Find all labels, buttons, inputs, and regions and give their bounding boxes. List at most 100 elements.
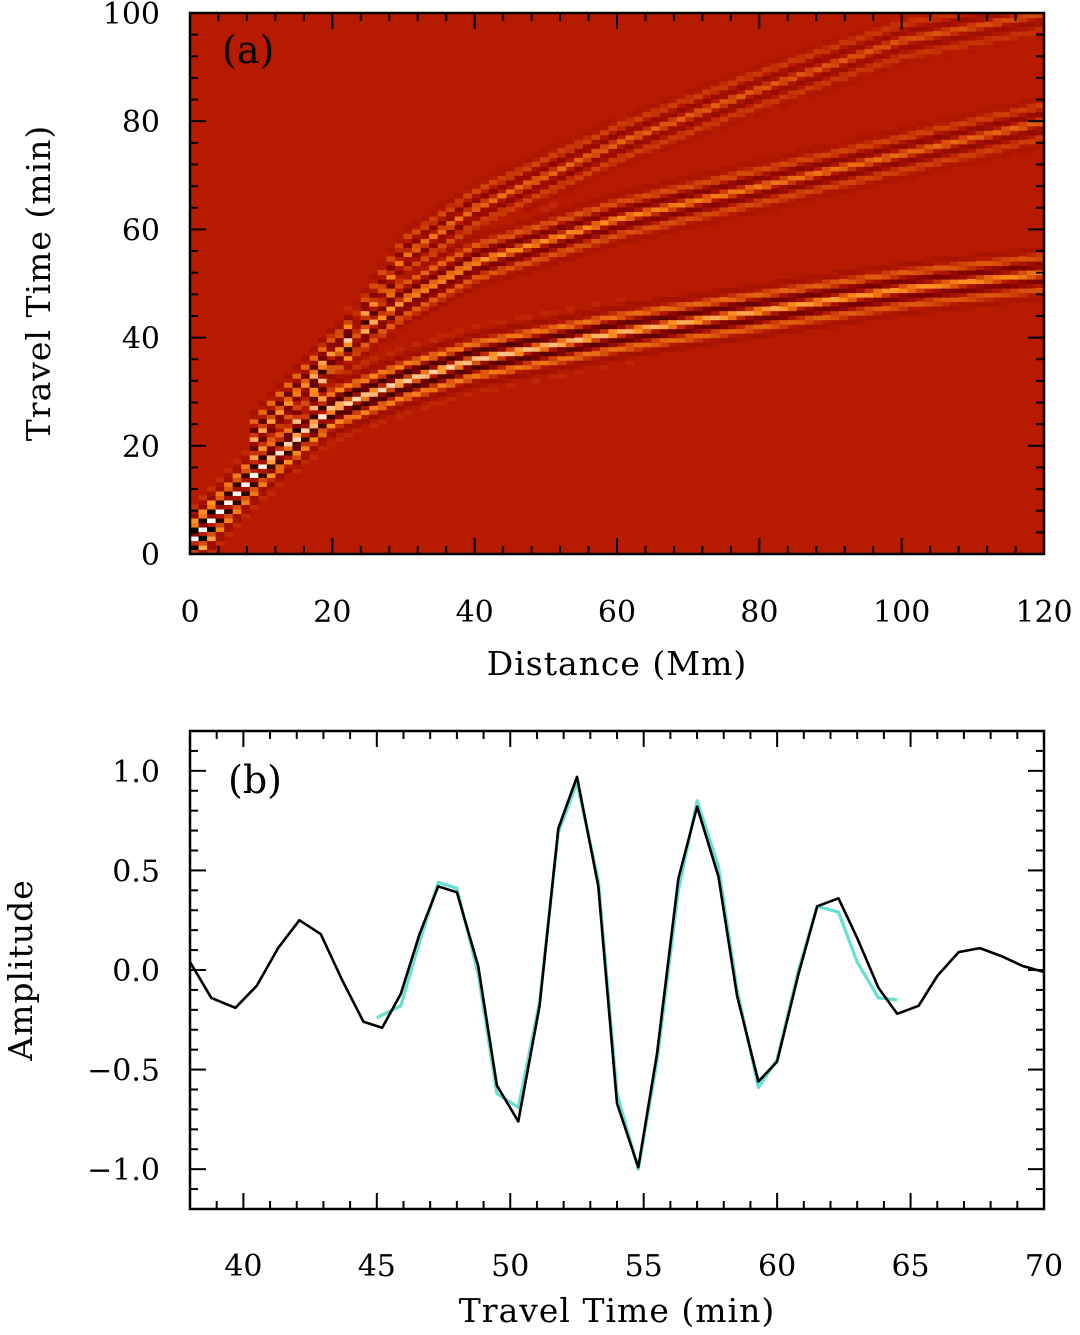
heatmap-cell [634, 351, 644, 357]
heatmap-cell [975, 301, 985, 307]
heatmap-cell [617, 148, 627, 154]
x-tick-label: 40 [456, 595, 494, 630]
heatmap-cell [856, 143, 866, 149]
heatmap-cell [984, 260, 994, 267]
heatmap-cell [514, 242, 524, 249]
heatmap-cell [762, 67, 772, 73]
heatmap-cell [224, 481, 234, 487]
heatmap-cell [232, 477, 242, 483]
heatmap-cell [403, 306, 413, 312]
heatmap-cell [975, 269, 985, 276]
heatmap-cell [745, 98, 755, 104]
heatmap-cell [540, 346, 550, 352]
heatmap-cell [1026, 139, 1037, 145]
y-tick-label: 100 [103, 0, 160, 32]
heatmap-cell [702, 342, 712, 348]
heatmap-cell [403, 274, 413, 280]
heatmap-cell [685, 130, 695, 136]
heatmap-cell [668, 202, 678, 208]
heatmap-cell [762, 288, 772, 294]
heatmap-cell [668, 328, 678, 334]
heatmap-cell [804, 53, 815, 59]
heatmap-cell [642, 220, 652, 226]
heatmap-cell [890, 315, 900, 321]
heatmap-cell [249, 441, 259, 447]
heatmap-cell [412, 391, 422, 397]
heatmap-cell [540, 193, 550, 199]
heatmap-cell [668, 193, 678, 199]
heatmap-cell [685, 112, 695, 118]
heatmap-cell [779, 53, 789, 59]
heatmap-cell [839, 71, 849, 77]
heatmap-cell [591, 306, 601, 312]
heatmap-cell [565, 229, 575, 235]
heatmap-cell [830, 278, 840, 285]
heatmap-cell [565, 315, 575, 321]
x-tick-label: 60 [758, 1249, 796, 1284]
heatmap-cell [574, 251, 584, 258]
heatmap-cell [890, 130, 900, 136]
heatmap-cell [360, 315, 370, 321]
heatmap-cell [676, 301, 686, 307]
heatmap-cell [540, 238, 550, 244]
heatmap-cell [497, 265, 507, 271]
heatmap-cell [950, 134, 960, 140]
heatmap-cell [369, 391, 379, 397]
heatmap-cell [309, 432, 319, 438]
heatmap-cell [941, 152, 951, 158]
heatmap-cell [745, 166, 755, 172]
heatmap-cell [702, 121, 712, 127]
heatmap-cell [429, 355, 439, 361]
heatmap-cell [540, 211, 550, 217]
heatmap-cell [591, 197, 601, 203]
heatmap-cell [770, 166, 780, 172]
heatmap-cell [480, 351, 490, 357]
heatmap-cell [907, 35, 917, 41]
heatmap-cell [975, 134, 985, 140]
heatmap-cell [301, 441, 311, 447]
heatmap-cell [924, 301, 934, 307]
heatmap-cell [540, 265, 550, 271]
heatmap-cell [634, 319, 644, 325]
heatmap-cell [471, 269, 481, 276]
heatmap-cell [984, 26, 994, 32]
heatmap-cell [625, 143, 635, 149]
heatmap-cell [932, 143, 943, 149]
heatmap-cell [932, 301, 943, 307]
heatmap-cell [437, 333, 447, 339]
heatmap-cell [599, 166, 610, 172]
heatmap-cell [420, 360, 430, 366]
heatmap-cell [668, 143, 678, 149]
heatmap-cell [847, 283, 857, 289]
heatmap-cell [873, 71, 883, 77]
heatmap-cell [651, 224, 661, 230]
heatmap-cell [762, 206, 772, 212]
heatmap-cell [1009, 256, 1019, 262]
heatmap-cell [548, 310, 558, 316]
heatmap-cell [659, 333, 669, 339]
heatmap-cell [847, 319, 857, 325]
heatmap-cell [232, 513, 242, 519]
heatmap-cell [992, 283, 1002, 289]
heatmap-cell [377, 409, 388, 415]
heatmap-cell [1026, 130, 1037, 136]
heatmap-cell [283, 423, 294, 429]
heatmap-cell [941, 288, 951, 294]
heatmap-cell [198, 495, 208, 501]
heatmap-cell [813, 184, 823, 190]
heatmap-cell [975, 260, 985, 267]
heatmap-cell [932, 166, 943, 172]
heatmap-cell [847, 71, 857, 77]
heatmap-cell [770, 297, 780, 303]
heatmap-cell [634, 193, 644, 199]
heatmap-cell [958, 269, 968, 276]
heatmap-cell [266, 445, 276, 451]
heatmap-cell [1001, 269, 1011, 276]
heatmap-cell [582, 215, 592, 221]
heatmap-cell [574, 224, 584, 230]
heatmap-cell [335, 396, 345, 402]
heatmap-cell [377, 387, 388, 393]
heatmap-cell [779, 94, 789, 100]
heatmap-cell [574, 220, 584, 226]
heatmap-cell [540, 256, 550, 262]
